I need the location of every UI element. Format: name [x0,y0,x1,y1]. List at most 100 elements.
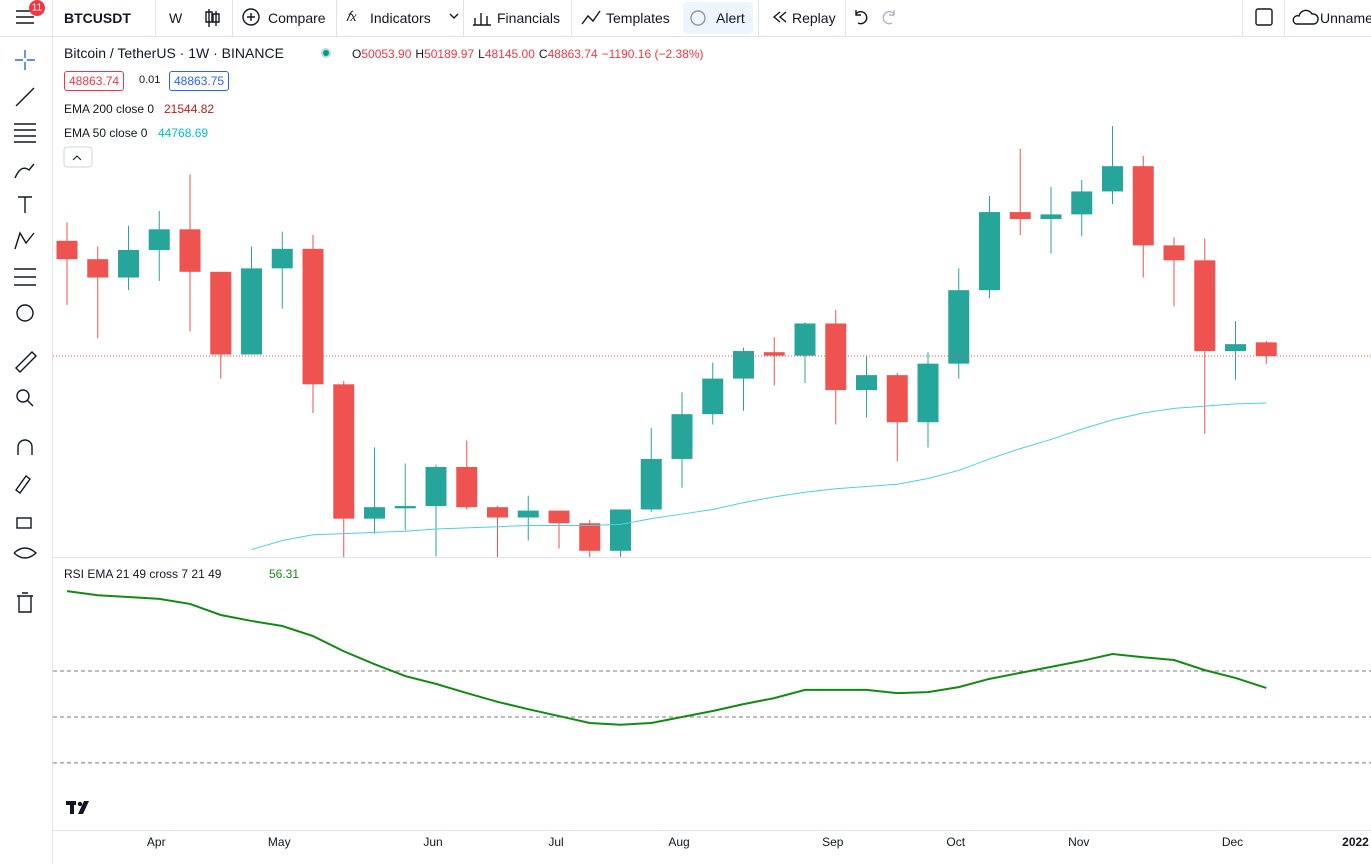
ohlc-change: −1190.16 (−2.38%) [601,47,704,61]
time-label: May [268,835,291,849]
compare-icon [242,8,260,26]
hide-tool[interactable] [13,547,38,559]
fullscreen-icon[interactable] [1255,8,1273,26]
candle-body [1132,166,1154,246]
time-label: Sep [822,835,844,849]
candle-body [1194,260,1216,352]
alert-button[interactable]: Alert [716,10,745,26]
compare-plus [247,13,255,21]
stay-drawing-tool[interactable] [15,475,31,494]
badge [29,0,45,16]
ema50-label: EMA 50 close 0 [64,126,148,140]
undo-icon[interactable] [855,10,868,25]
separator [336,0,337,36]
emoji-tool[interactable] [16,304,34,322]
separator [463,0,464,36]
pattern-tool[interactable] [14,231,35,250]
badge-count: 11 [32,3,43,14]
alert-highlight [683,2,753,34]
separator [845,0,846,36]
lock-tool[interactable] [16,517,32,529]
ohlc-key: O [352,47,362,61]
candle-body [302,248,324,385]
candle-body [948,290,970,364]
candle-body [271,248,293,269]
candle-body [856,375,877,391]
fx-icon: 𝑓x [346,10,357,25]
candle-body [118,249,139,278]
zoom-tool[interactable] [16,389,30,403]
delete-tool[interactable] [17,592,33,613]
rsi-value: 56.31 [269,567,300,581]
candle-body [1071,191,1093,215]
candle-body [517,510,539,518]
indicators-button[interactable]: Indicators [370,10,431,26]
bid-box: 48863.74 [64,71,125,91]
candle-body [794,323,816,356]
cloud-icon [1292,9,1319,25]
tv-logo [66,801,89,814]
replay-button[interactable]: Replay [792,10,836,26]
fib-tool[interactable] [14,123,36,143]
interval-button[interactable]: W [169,10,183,26]
separator [758,0,759,36]
zoom-handle [26,399,34,407]
ema200-label: EMA 200 close 0 [64,102,155,116]
replay-icon [772,11,787,23]
candle-body [333,384,355,519]
time-label: Aug [668,835,689,849]
time-label: Oct [946,835,965,849]
symbol-button[interactable]: BTCUSDT [64,10,131,26]
candle-body [610,509,631,551]
separator [571,0,572,36]
candle-body [56,240,78,260]
spread: 0.01 [139,74,161,86]
ohlc-value: 50189.97 [424,47,475,61]
symbol-title: Bitcoin / TetherUS · 1W · BINANCE [64,45,284,61]
candle-body [1102,166,1123,192]
time-label: Nov [1068,835,1089,849]
financials-icon [473,13,491,26]
financials-button[interactable]: Financials [497,10,561,26]
indicators-chevron[interactable] [449,13,459,19]
time-label: Dec [1222,835,1243,849]
ema-line [251,402,1267,551]
candle-body [425,466,447,507]
candle-body [886,375,908,423]
candle-body [825,323,847,391]
separator [1242,0,1243,36]
layout-name[interactable]: Unname [1320,10,1371,26]
candle-body [210,271,232,355]
candle-body [1255,342,1277,357]
rsi-line [66,590,1267,726]
drawing-tools[interactable] [13,50,38,613]
redo-icon[interactable] [882,10,895,25]
templates-button[interactable]: Templates [606,10,670,26]
candle-body [179,229,201,272]
text-tool[interactable] [18,196,32,213]
candle-body [979,212,1000,291]
collapse-button[interactable] [63,146,93,168]
ohlc-key: L [478,47,485,61]
time-label: 2022 [1342,835,1369,849]
crosshair-tool[interactable] [15,50,35,70]
rsi-label: RSI EMA 21 49 cross 7 21 49 [64,567,222,581]
candle-body [456,466,478,508]
ohlc-key: C [538,47,548,61]
status-dot [323,50,329,56]
compare-button[interactable]: Compare [268,10,326,26]
templates-icon [581,10,601,25]
prediction-tool[interactable] [14,268,36,286]
candle-body [364,507,385,519]
time-label: Jun [423,835,442,849]
magnet-tool[interactable] [17,439,33,455]
chart-type-icon[interactable] [205,9,220,27]
brush-tool[interactable] [14,163,35,179]
ohlc-value: 48863.74 [547,47,598,61]
measure-tool[interactable] [15,351,37,373]
candle-body [763,352,785,356]
trend-line-tool[interactable] [15,87,35,107]
ohlc-value: 48145.00 [484,47,535,61]
ask-box: 48863.75 [169,71,230,91]
